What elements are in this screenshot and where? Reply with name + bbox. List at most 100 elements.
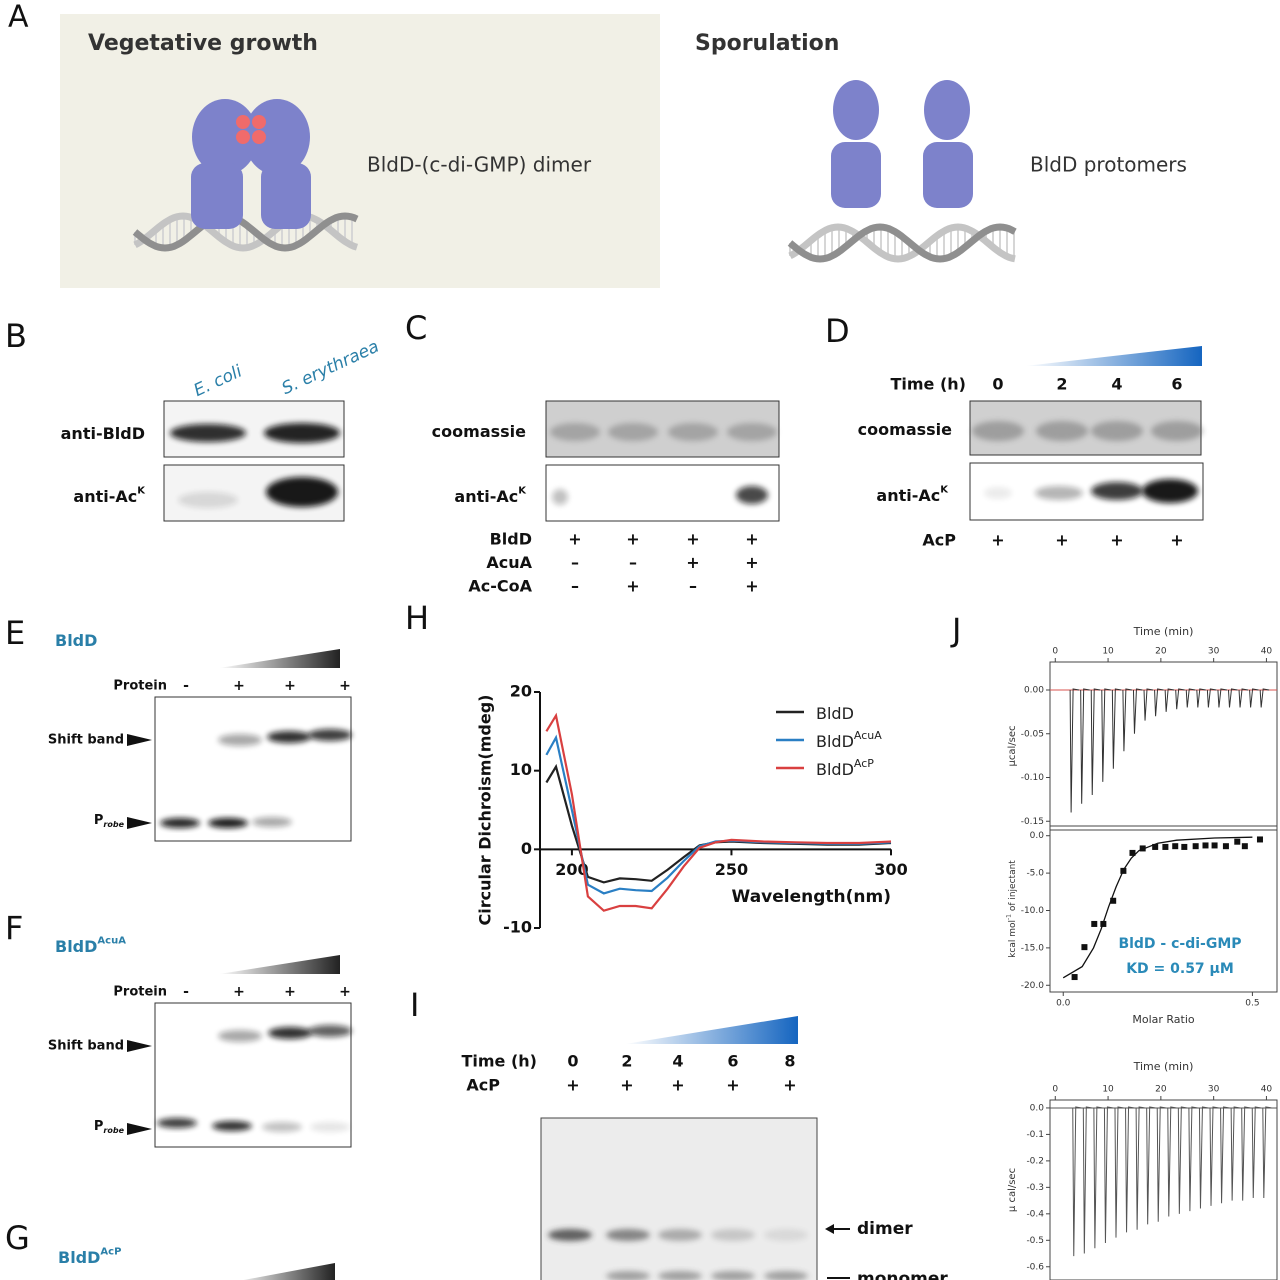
gel-band <box>550 423 600 441</box>
gel-band <box>1142 479 1198 503</box>
data-point <box>1256 836 1263 843</box>
band-label: Shift band <box>48 1039 124 1054</box>
panel-title: BldD <box>55 631 97 650</box>
band-label: Shift band <box>48 733 124 748</box>
panel-label: H <box>405 599 429 637</box>
panel-background <box>60 14 660 288</box>
time-label: 4 <box>672 1052 683 1071</box>
data-point <box>1162 843 1169 850</box>
text-part: anti-Ac <box>454 487 518 506</box>
sign: + <box>233 678 245 694</box>
gel-band <box>1091 482 1143 500</box>
injection-peak <box>1251 1106 1262 1198</box>
gel-band <box>548 1229 592 1241</box>
data-point <box>1129 849 1136 856</box>
row-label: Protein <box>113 679 167 694</box>
text-part: BldD <box>58 1248 100 1267</box>
panel-label: J <box>950 611 961 649</box>
superscript: K <box>940 485 949 496</box>
sign: – <box>571 577 579 596</box>
gel-band <box>711 1271 755 1280</box>
gel-band <box>252 817 292 827</box>
condition-label: Ac-CoA <box>468 577 532 596</box>
gel-band <box>606 1229 650 1241</box>
y-tick-label: 0.0 <box>1030 831 1045 841</box>
sign: + <box>626 577 639 596</box>
injection-peak <box>1196 688 1206 708</box>
x-tick-label: 10 <box>1102 1085 1114 1095</box>
annotation: KD = 0.57 μM <box>1126 961 1234 977</box>
y-axis-label: μcal/sec <box>1007 726 1018 767</box>
gel-band <box>658 1229 702 1241</box>
panel-title: Sporulation <box>695 31 839 56</box>
injection-peak <box>1154 688 1164 717</box>
sign: + <box>726 1076 739 1095</box>
gel-band <box>212 1121 252 1131</box>
row-label: anti-AcK <box>454 486 527 506</box>
y-tick-label: -0.5 <box>1026 1236 1044 1246</box>
injection-peak <box>1164 688 1175 712</box>
gel-band <box>736 486 768 504</box>
gel-band <box>668 423 718 441</box>
protein-domain <box>191 163 243 229</box>
injection-peak <box>1188 1106 1198 1212</box>
gel <box>540 1117 818 1280</box>
subscript: robe <box>103 819 124 828</box>
y-tick-label: 0.0 <box>1030 1103 1045 1113</box>
gel-band <box>984 487 1012 499</box>
injection-peak <box>1175 688 1185 710</box>
injection-peak <box>1156 1106 1167 1222</box>
row-label: anti-AcK <box>73 486 146 506</box>
sign: + <box>745 553 758 572</box>
text-part: BldD <box>816 760 854 779</box>
sign: + <box>233 984 245 1000</box>
y-tick-label: -0.1 <box>1026 1130 1044 1140</box>
text-part: BldD <box>55 631 97 650</box>
gel-band <box>727 423 777 441</box>
gel-band <box>1091 421 1143 441</box>
panel-label: C <box>405 309 427 347</box>
caption: BldD protomers <box>1030 153 1187 177</box>
text-part: P <box>94 1119 104 1134</box>
x-tick-label: 20 <box>1155 1085 1167 1095</box>
data-point <box>1211 842 1218 849</box>
y-tick-label: -0.3 <box>1026 1183 1044 1193</box>
time-label: 6 <box>727 1052 738 1071</box>
panel-label: B <box>5 317 27 355</box>
y-axis-label: μ cal/sec <box>1007 1168 1018 1212</box>
time-label: 2 <box>621 1052 632 1071</box>
y-tick-label: 0 <box>521 839 532 858</box>
gel-band <box>310 1122 350 1132</box>
data-point <box>1234 838 1241 845</box>
injection-peak <box>1132 688 1143 734</box>
sign: + <box>991 531 1004 550</box>
gel-band <box>1036 421 1088 441</box>
injection-peak <box>1093 1106 1103 1249</box>
c-di-gmp <box>252 130 266 144</box>
injection-peak <box>1114 1106 1125 1238</box>
legend-label: BldDAcuA <box>816 729 882 751</box>
text-part: BldD <box>816 732 854 751</box>
x-axis-label: Time (min) <box>1133 625 1194 638</box>
row-label: coomassie <box>858 420 952 439</box>
panel-title: Vegetative growth <box>88 31 318 56</box>
dna-strand <box>132 212 359 252</box>
dna-strand <box>787 223 1017 263</box>
data-point <box>1139 845 1146 852</box>
data-point <box>1241 843 1248 850</box>
gel-band <box>764 1229 808 1241</box>
row-label: anti-AcK <box>876 485 949 505</box>
y-tick-label: -0.10 <box>1021 773 1045 783</box>
sign: + <box>686 553 699 572</box>
superscript: K <box>518 486 527 497</box>
gel-band <box>658 1271 702 1280</box>
injection-peak <box>1069 688 1080 813</box>
gradient-wedge <box>243 1263 335 1280</box>
x-tick-label: 10 <box>1102 647 1114 657</box>
injection-peak <box>1230 1106 1241 1201</box>
gel-band <box>308 729 352 741</box>
gradient-wedge <box>1025 346 1202 366</box>
text-part: anti-BldD <box>61 424 145 443</box>
gel-band <box>608 423 658 441</box>
